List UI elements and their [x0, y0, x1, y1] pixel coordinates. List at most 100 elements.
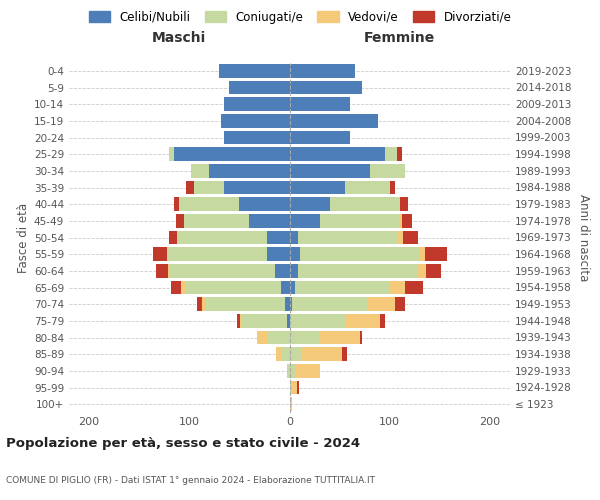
Bar — [169, 230, 177, 244]
Bar — [238, 314, 241, 328]
Bar — [292, 298, 367, 311]
Bar — [380, 314, 385, 328]
Legend: Celibi/Nubili, Coniugati/e, Vedovi/e, Divorziati/e: Celibi/Nubili, Coniugati/e, Vedovi/e, Di… — [84, 6, 516, 28]
Bar — [156, 264, 168, 278]
Bar — [179, 198, 239, 211]
Bar — [397, 148, 402, 161]
Bar — [425, 248, 447, 261]
Bar — [290, 164, 370, 177]
Bar — [292, 380, 296, 394]
Bar — [290, 130, 350, 144]
Bar — [402, 214, 412, 228]
Text: COMUNE DI PIGLIO (FR) - Dati ISTAT 1° gennaio 2024 - Elaborazione TUTTITALIA.IT: COMUNE DI PIGLIO (FR) - Dati ISTAT 1° ge… — [6, 476, 375, 485]
Bar — [277, 348, 281, 361]
Bar — [205, 298, 286, 311]
Bar — [426, 264, 441, 278]
Bar — [174, 198, 179, 211]
Bar — [224, 98, 290, 111]
Bar — [170, 264, 275, 278]
Bar — [221, 114, 290, 128]
Bar — [220, 64, 290, 78]
Bar — [202, 298, 205, 311]
Bar — [298, 264, 418, 278]
Bar — [171, 280, 181, 294]
Bar — [418, 264, 426, 278]
Bar — [197, 298, 202, 311]
Bar — [268, 230, 290, 244]
Bar — [290, 364, 295, 378]
Bar — [302, 348, 341, 361]
Bar — [320, 330, 359, 344]
Bar — [281, 280, 290, 294]
Bar — [400, 214, 402, 228]
Bar — [191, 164, 209, 177]
Text: Femmine: Femmine — [364, 31, 436, 45]
Bar — [290, 398, 292, 411]
Bar — [395, 298, 405, 311]
Bar — [239, 198, 290, 211]
Bar — [229, 80, 290, 94]
Bar — [290, 280, 295, 294]
Bar — [290, 380, 292, 394]
Bar — [398, 230, 403, 244]
Bar — [174, 148, 290, 161]
Bar — [320, 214, 400, 228]
Bar — [290, 98, 350, 111]
Bar — [268, 248, 290, 261]
Bar — [403, 230, 418, 244]
Bar — [257, 330, 268, 344]
Bar — [275, 264, 290, 278]
Bar — [250, 214, 290, 228]
Bar — [186, 180, 194, 194]
Bar — [281, 348, 290, 361]
Bar — [341, 348, 347, 361]
Bar — [295, 364, 320, 378]
Bar — [344, 314, 380, 328]
Bar — [242, 314, 287, 328]
Text: Popolazione per età, sesso e stato civile - 2024: Popolazione per età, sesso e stato civil… — [6, 437, 360, 450]
Bar — [390, 280, 405, 294]
Bar — [290, 330, 320, 344]
Bar — [385, 148, 397, 161]
Bar — [224, 130, 290, 144]
Bar — [290, 80, 362, 94]
Bar — [367, 298, 395, 311]
Bar — [167, 248, 268, 261]
Bar — [299, 248, 420, 261]
Bar — [344, 180, 390, 194]
Bar — [359, 330, 362, 344]
Bar — [290, 214, 320, 228]
Bar — [290, 180, 344, 194]
Bar — [298, 230, 398, 244]
Bar — [290, 298, 292, 311]
Bar — [153, 248, 167, 261]
Bar — [169, 148, 174, 161]
Bar — [224, 180, 290, 194]
Bar — [405, 280, 423, 294]
Bar — [184, 214, 250, 228]
Bar — [290, 264, 298, 278]
Bar — [194, 180, 224, 194]
Bar — [400, 198, 408, 211]
Bar — [287, 314, 290, 328]
Bar — [295, 280, 390, 294]
Bar — [181, 280, 186, 294]
Bar — [209, 164, 290, 177]
Bar — [290, 314, 344, 328]
Bar — [168, 264, 170, 278]
Bar — [177, 230, 268, 244]
Bar — [290, 248, 299, 261]
Bar — [287, 364, 290, 378]
Bar — [390, 180, 395, 194]
Bar — [176, 214, 184, 228]
Bar — [290, 348, 302, 361]
Bar — [241, 314, 242, 328]
Y-axis label: Fasce di età: Fasce di età — [17, 202, 30, 272]
Bar — [290, 230, 298, 244]
Bar — [370, 164, 405, 177]
Bar — [329, 198, 400, 211]
Bar — [420, 248, 425, 261]
Bar — [296, 380, 299, 394]
Bar — [186, 280, 281, 294]
Text: Maschi: Maschi — [152, 31, 206, 45]
